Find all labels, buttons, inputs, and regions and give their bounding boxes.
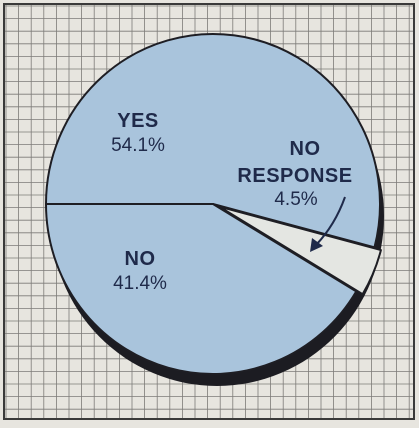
slice-value-yes: 54.1% bbox=[111, 135, 165, 156]
pie-group bbox=[45, 33, 384, 386]
slice-label-no: NO bbox=[125, 248, 156, 270]
slice-value-no: 41.4% bbox=[113, 273, 167, 294]
no-response-pointer-arrowhead bbox=[310, 238, 323, 252]
pie-slice-no-response bbox=[218, 205, 382, 296]
slice-value-no-response: 4.5% bbox=[274, 189, 317, 210]
slice-label-no-response-line2: RESPONSE bbox=[237, 165, 352, 187]
slice-label-yes: YES bbox=[117, 110, 159, 132]
no-response-pointer-arrow bbox=[315, 196, 346, 246]
pie-slice-no bbox=[45, 203, 358, 375]
pie-slice-yes bbox=[45, 33, 381, 249]
slice-label-no-response-line1: NO bbox=[290, 138, 321, 160]
chart-border bbox=[3, 3, 415, 420]
